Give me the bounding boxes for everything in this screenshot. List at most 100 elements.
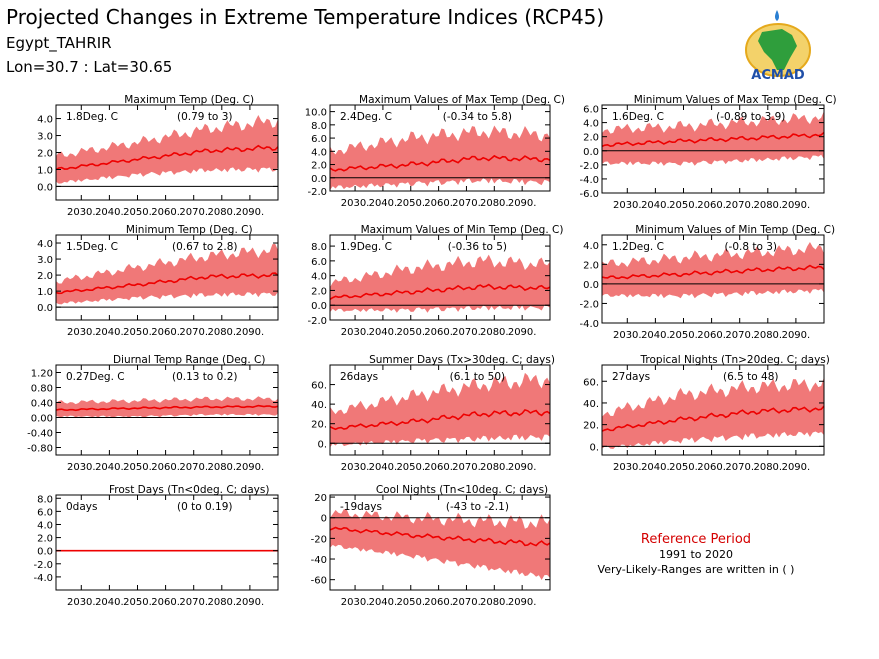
likely-range-label: (0 to 0.19): [177, 501, 232, 513]
median-line: [55, 144, 279, 171]
y-tick-label: 6.0: [311, 257, 327, 268]
chart-panel: -4.0 -2.0 0.0 2.0 4.0 2030. 2040. 2050. 2060. 207…: [579, 224, 835, 341]
x-tick-label: 2080.: [207, 597, 236, 608]
range-band: [330, 254, 550, 313]
y-tick-label: -40: [311, 555, 327, 566]
mean-change-label: 27days: [612, 371, 650, 383]
x-tick-label: 2050.: [123, 462, 152, 473]
plot-frame: [329, 364, 551, 456]
x-tick-label: 2050.: [669, 200, 698, 211]
x-tick-label: 2030.: [67, 597, 96, 608]
y-tick-label: 10.0: [305, 108, 327, 119]
africa-icon: [758, 29, 797, 70]
y-tick-label: 3.0: [37, 132, 53, 143]
range-band: [330, 509, 550, 580]
likely-range-label: (-0.8 to 3): [724, 241, 777, 253]
range-band: [56, 243, 278, 305]
y-tick-label: 0.0: [583, 280, 599, 291]
plot-frame: [601, 104, 825, 194]
y-tick-label: 0.: [589, 442, 599, 453]
y-tick-label: 1.0: [37, 165, 53, 176]
x-tick-label: 2030.: [341, 597, 370, 608]
x-tick-label: 2030.: [341, 462, 370, 473]
median-line: [329, 283, 551, 300]
y-tick-label: 2.0: [311, 161, 327, 172]
y-tick-label: 2.0: [37, 271, 53, 282]
y-tick-label: 0.0: [37, 303, 53, 314]
y-tick-label: -2.0: [579, 299, 599, 310]
x-tick-label: 2080.: [207, 327, 236, 338]
x-tick-label: 2070.: [452, 462, 481, 473]
likely-range-label: (0.79 to 3): [177, 111, 232, 123]
chart-panel: -0.80 -0.40 0.00 0.40 0.80 1.20 2030. 2040. 2050…: [27, 354, 279, 473]
y-tick-label: 0.40: [31, 399, 53, 410]
y-tick-label: 40.: [583, 399, 599, 410]
x-tick-label: 2050.: [396, 597, 425, 608]
plot-frame: [329, 234, 551, 321]
y-tick-label: 60.: [311, 381, 327, 392]
y-tick-label: 0.: [317, 439, 327, 450]
x-tick-label: 2040.: [95, 597, 124, 608]
x-tick-label: 2050.: [396, 462, 425, 473]
chart-title: Maximum Values of Max Temp (Deg. C): [359, 94, 565, 106]
mean-change-label: 0days: [66, 501, 97, 513]
chart-title: Diurnal Temp Range (Deg. C): [113, 354, 265, 366]
x-tick-label: 2090.: [782, 330, 811, 341]
logo-text: ACMAD: [751, 68, 805, 83]
mean-change-label: 2.4Deg. C: [340, 111, 392, 123]
likely-range-label: (6.5 to 48): [723, 371, 778, 383]
chart-title: Minimum Values of Min Temp (Deg. C): [635, 224, 835, 236]
x-tick-label: 2040.: [95, 462, 124, 473]
x-tick-label: 2070.: [179, 207, 208, 218]
chart-title: Tropical Nights (Tn>20deg. C; days): [640, 354, 830, 366]
likely-range-label: (0.13 to 0.2): [172, 371, 238, 383]
x-tick-label: 2040.: [95, 327, 124, 338]
chart-panel: 0. 20. 40. 60. 2030. 2040. 2050. 2060. 2070. 2080…: [583, 354, 830, 473]
x-tick-label: 2090.: [782, 462, 811, 473]
x-tick-label: 2060.: [151, 207, 180, 218]
x-tick-label: 2080.: [207, 462, 236, 473]
y-tick-label: 0.00: [31, 414, 53, 425]
x-tick-label: 2030.: [613, 462, 642, 473]
y-tick-label: 20.: [583, 421, 599, 432]
y-tick-label: -2.0: [33, 560, 53, 571]
mean-change-label: 1.9Deg. C: [340, 241, 392, 253]
x-tick-label: 2070.: [725, 462, 754, 473]
y-tick-label: -60: [311, 576, 327, 587]
plot-frame: [601, 364, 825, 456]
x-tick-label: 2070.: [452, 198, 481, 209]
y-tick-label: 3.0: [37, 255, 53, 266]
likely-range-label: (-43 to -2.1): [446, 501, 509, 513]
x-tick-label: 2090.: [782, 200, 811, 211]
chart-panel: 0.0 1.0 2.0 3.0 4.0 2030. 2040. 2050. 2060. 2070.…: [37, 224, 279, 338]
x-tick-label: 2040.: [641, 330, 670, 341]
mean-change-label: 1.5Deg. C: [66, 241, 118, 253]
y-tick-label: 0.80: [31, 384, 53, 395]
x-tick-label: 2060.: [151, 327, 180, 338]
mean-change-label: 1.2Deg. C: [612, 241, 664, 253]
x-tick-label: 2060.: [424, 462, 453, 473]
coords-label: Lon=30.7 : Lat=30.65: [6, 58, 172, 76]
y-tick-label: -0.40: [27, 429, 53, 440]
x-tick-label: 2070.: [725, 200, 754, 211]
chart-title: Minimum Temp (Deg. C): [126, 224, 253, 236]
x-tick-label: 2040.: [369, 198, 398, 209]
x-tick-label: 2080.: [480, 597, 509, 608]
plot-frame: [329, 494, 551, 591]
x-tick-label: 2070.: [179, 327, 208, 338]
location-label: Egypt_TAHRIR: [6, 34, 112, 53]
median-line: [329, 408, 551, 431]
x-tick-label: 2060.: [151, 597, 180, 608]
median-line: [601, 264, 825, 280]
y-tick-label: 0.0: [37, 182, 53, 193]
range-band: [602, 376, 824, 450]
x-tick-label: 2050.: [123, 207, 152, 218]
y-tick-label: -2.0: [307, 316, 327, 327]
y-tick-label: -6.0: [579, 189, 599, 200]
y-tick-label: 20: [314, 493, 327, 504]
x-tick-label: 2030.: [67, 207, 96, 218]
y-tick-label: 20.: [311, 420, 327, 431]
likely-range-label: (0.67 to 2.8): [172, 241, 238, 253]
x-tick-label: 2090.: [236, 462, 265, 473]
